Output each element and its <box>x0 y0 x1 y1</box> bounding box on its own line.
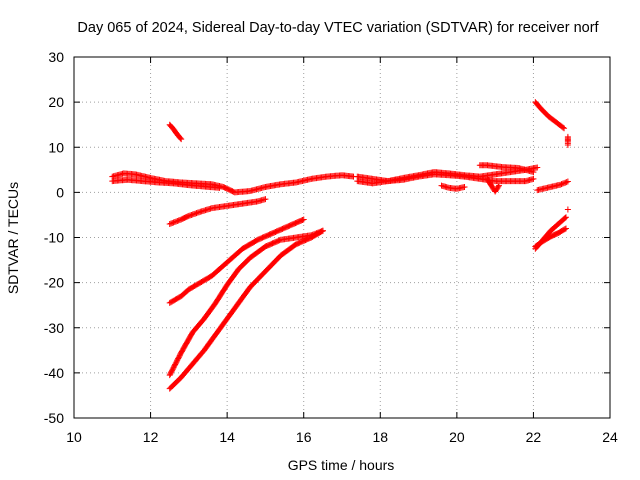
x-tick-label: 12 <box>143 429 159 445</box>
data-point <box>562 215 569 222</box>
data-points <box>109 99 571 392</box>
x-axis-label: GPS time / hours <box>288 457 395 473</box>
y-tick-label: 20 <box>48 94 64 110</box>
data-series <box>534 178 571 194</box>
data-point <box>564 206 571 213</box>
data-series <box>564 206 571 213</box>
data-point <box>563 179 570 186</box>
data-point <box>561 180 568 187</box>
data-point <box>534 164 541 171</box>
data-point <box>564 178 571 185</box>
y-tick-label: 30 <box>48 49 64 65</box>
x-tick-label: 22 <box>526 429 542 445</box>
data-point <box>559 180 566 187</box>
x-tick-label: 16 <box>296 429 312 445</box>
data-point <box>175 217 182 224</box>
data-series <box>484 175 502 195</box>
data-point <box>167 220 174 227</box>
data-point <box>564 141 571 148</box>
y-tick-label: -30 <box>44 320 64 336</box>
data-point <box>562 225 569 232</box>
data-series <box>532 225 569 250</box>
data-point <box>562 214 569 221</box>
data-point <box>216 184 223 191</box>
data-series <box>166 216 307 306</box>
chart-title: Day 065 of 2024, Sidereal Day-to-day VTE… <box>77 20 599 36</box>
data-point <box>319 227 326 234</box>
y-tick-label: -40 <box>44 365 64 381</box>
data-series <box>166 196 269 227</box>
data-point <box>171 218 178 225</box>
data-series <box>532 99 568 132</box>
data-point <box>174 217 181 224</box>
data-series <box>166 227 326 392</box>
data-point <box>178 136 185 143</box>
data-point <box>557 181 564 188</box>
x-tick-label: 18 <box>372 429 388 445</box>
data-point <box>173 218 180 225</box>
data-point <box>530 169 537 176</box>
y-tick-label: -10 <box>44 230 64 246</box>
data-point <box>169 219 176 226</box>
x-axis: 10 12 14 16 18 20 22 24 <box>66 57 618 445</box>
y-tick-label: 10 <box>48 139 64 155</box>
data-point <box>177 135 184 142</box>
x-tick-label: 20 <box>449 429 465 445</box>
data-point <box>262 196 269 203</box>
y-axis: 30 20 10 0 -10 -20 -30 -40 -50 <box>44 49 610 426</box>
y-tick-label: 0 <box>56 184 64 200</box>
data-series <box>354 164 541 187</box>
data-point <box>495 182 502 189</box>
data-point <box>170 219 177 226</box>
data-series <box>166 121 185 143</box>
y-tick-label: -50 <box>44 410 64 426</box>
data-point <box>299 216 306 223</box>
grid-lines <box>74 57 610 418</box>
data-series <box>166 227 326 379</box>
data-point <box>562 179 569 186</box>
data-point <box>561 125 568 132</box>
data-series <box>109 176 223 191</box>
data-series <box>476 162 537 176</box>
x-tick-label: 10 <box>66 429 82 445</box>
data-point <box>495 183 502 190</box>
data-series <box>438 182 468 192</box>
data-point <box>530 175 537 182</box>
data-point <box>166 220 173 227</box>
data-point <box>561 226 568 233</box>
y-axis-label: SDTVAR / TECUs <box>5 182 21 294</box>
x-tick-label: 24 <box>602 429 618 445</box>
data-point <box>300 216 307 223</box>
data-point <box>461 183 468 190</box>
data-point <box>558 181 565 188</box>
y-tick-label: -20 <box>44 275 64 291</box>
data-point <box>318 228 325 235</box>
data-series <box>564 133 571 148</box>
x-tick-label: 14 <box>219 429 235 445</box>
data-point <box>559 124 566 131</box>
